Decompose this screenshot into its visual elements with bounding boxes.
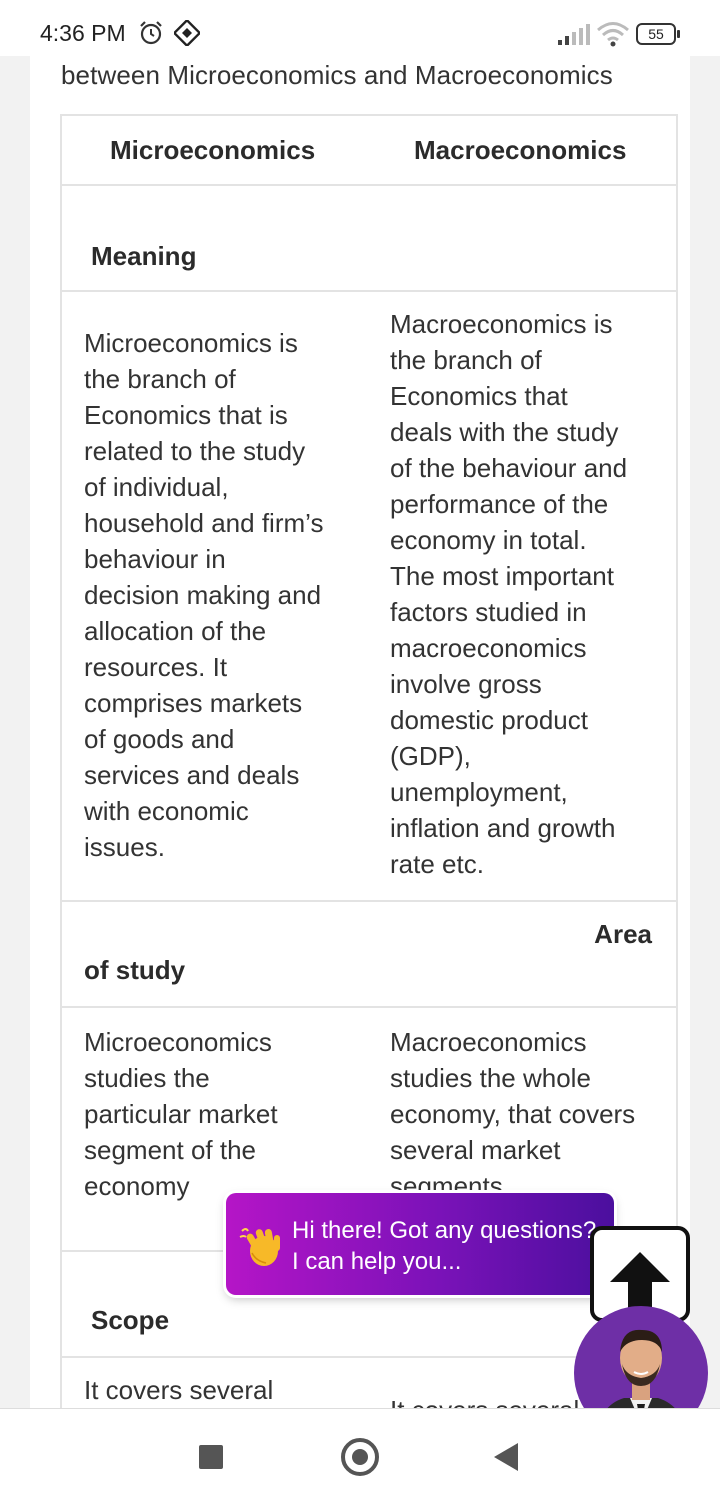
table-header-macro: Macroeconomics — [414, 135, 627, 165]
back-icon[interactable] — [494, 1443, 518, 1471]
table-row-scope-content: It covers several It covers several — [62, 1358, 676, 1410]
alarm-icon — [140, 21, 162, 45]
table-header-micro: Microeconomics — [110, 135, 316, 165]
table-row-area-label: Area of study — [62, 902, 676, 1008]
chat-offer-line: I can help you... — [292, 1248, 462, 1275]
home-icon[interactable] — [341, 1438, 379, 1476]
table-row-meaning-label: Meaning — [62, 186, 676, 292]
row-label-area: Area — [594, 919, 652, 949]
macro-scope-text: It covers several — [390, 1395, 580, 1410]
row-label-meaning: Meaning — [91, 241, 197, 271]
macro-area-text: Macroeconomics studies the whole economy, … — [390, 1027, 636, 1201]
signal-icon — [558, 24, 590, 45]
recent-apps-icon[interactable] — [199, 1445, 223, 1469]
table-row-scope-label: Scope — [62, 1252, 676, 1358]
system-nav-bar — [0, 1408, 720, 1504]
micro-area-text: Microeconomics studies the particular mark… — [84, 1027, 278, 1201]
micro-scope-text: It covers several — [84, 1375, 274, 1405]
waving-hand-icon — [239, 1228, 280, 1266]
chat-greeting-line: Hi there! Got any questions? — [292, 1217, 597, 1244]
battery-level: 55 — [636, 23, 676, 45]
chat-invite-bubble[interactable]: Hi there! Got any questions? I can help … — [226, 1193, 614, 1295]
table-row-meaning-content: Microeconomics is the branch of Economics … — [62, 292, 676, 902]
app-notification-icon — [174, 20, 200, 46]
micro-meaning-text: Microeconomics is the branch of Economics … — [84, 328, 324, 862]
row-label-scope: Scope — [91, 1305, 170, 1335]
battery-icon: 55 — [636, 23, 680, 45]
macro-meaning-text: Macroeconomics is the branch of Economics … — [390, 309, 628, 879]
row-label-of-study: of study — [84, 955, 186, 985]
status-time: 4:36 PM — [40, 20, 126, 46]
status-bar: 4:36 PM 55 — [0, 0, 720, 56]
arrow-up-icon — [610, 1252, 670, 1314]
wifi-icon — [597, 22, 629, 47]
table-header-row: Microeconomics Macroeconomics — [62, 116, 676, 186]
section-heading: between Microeconomics and Macroeconomic… — [61, 60, 613, 90]
